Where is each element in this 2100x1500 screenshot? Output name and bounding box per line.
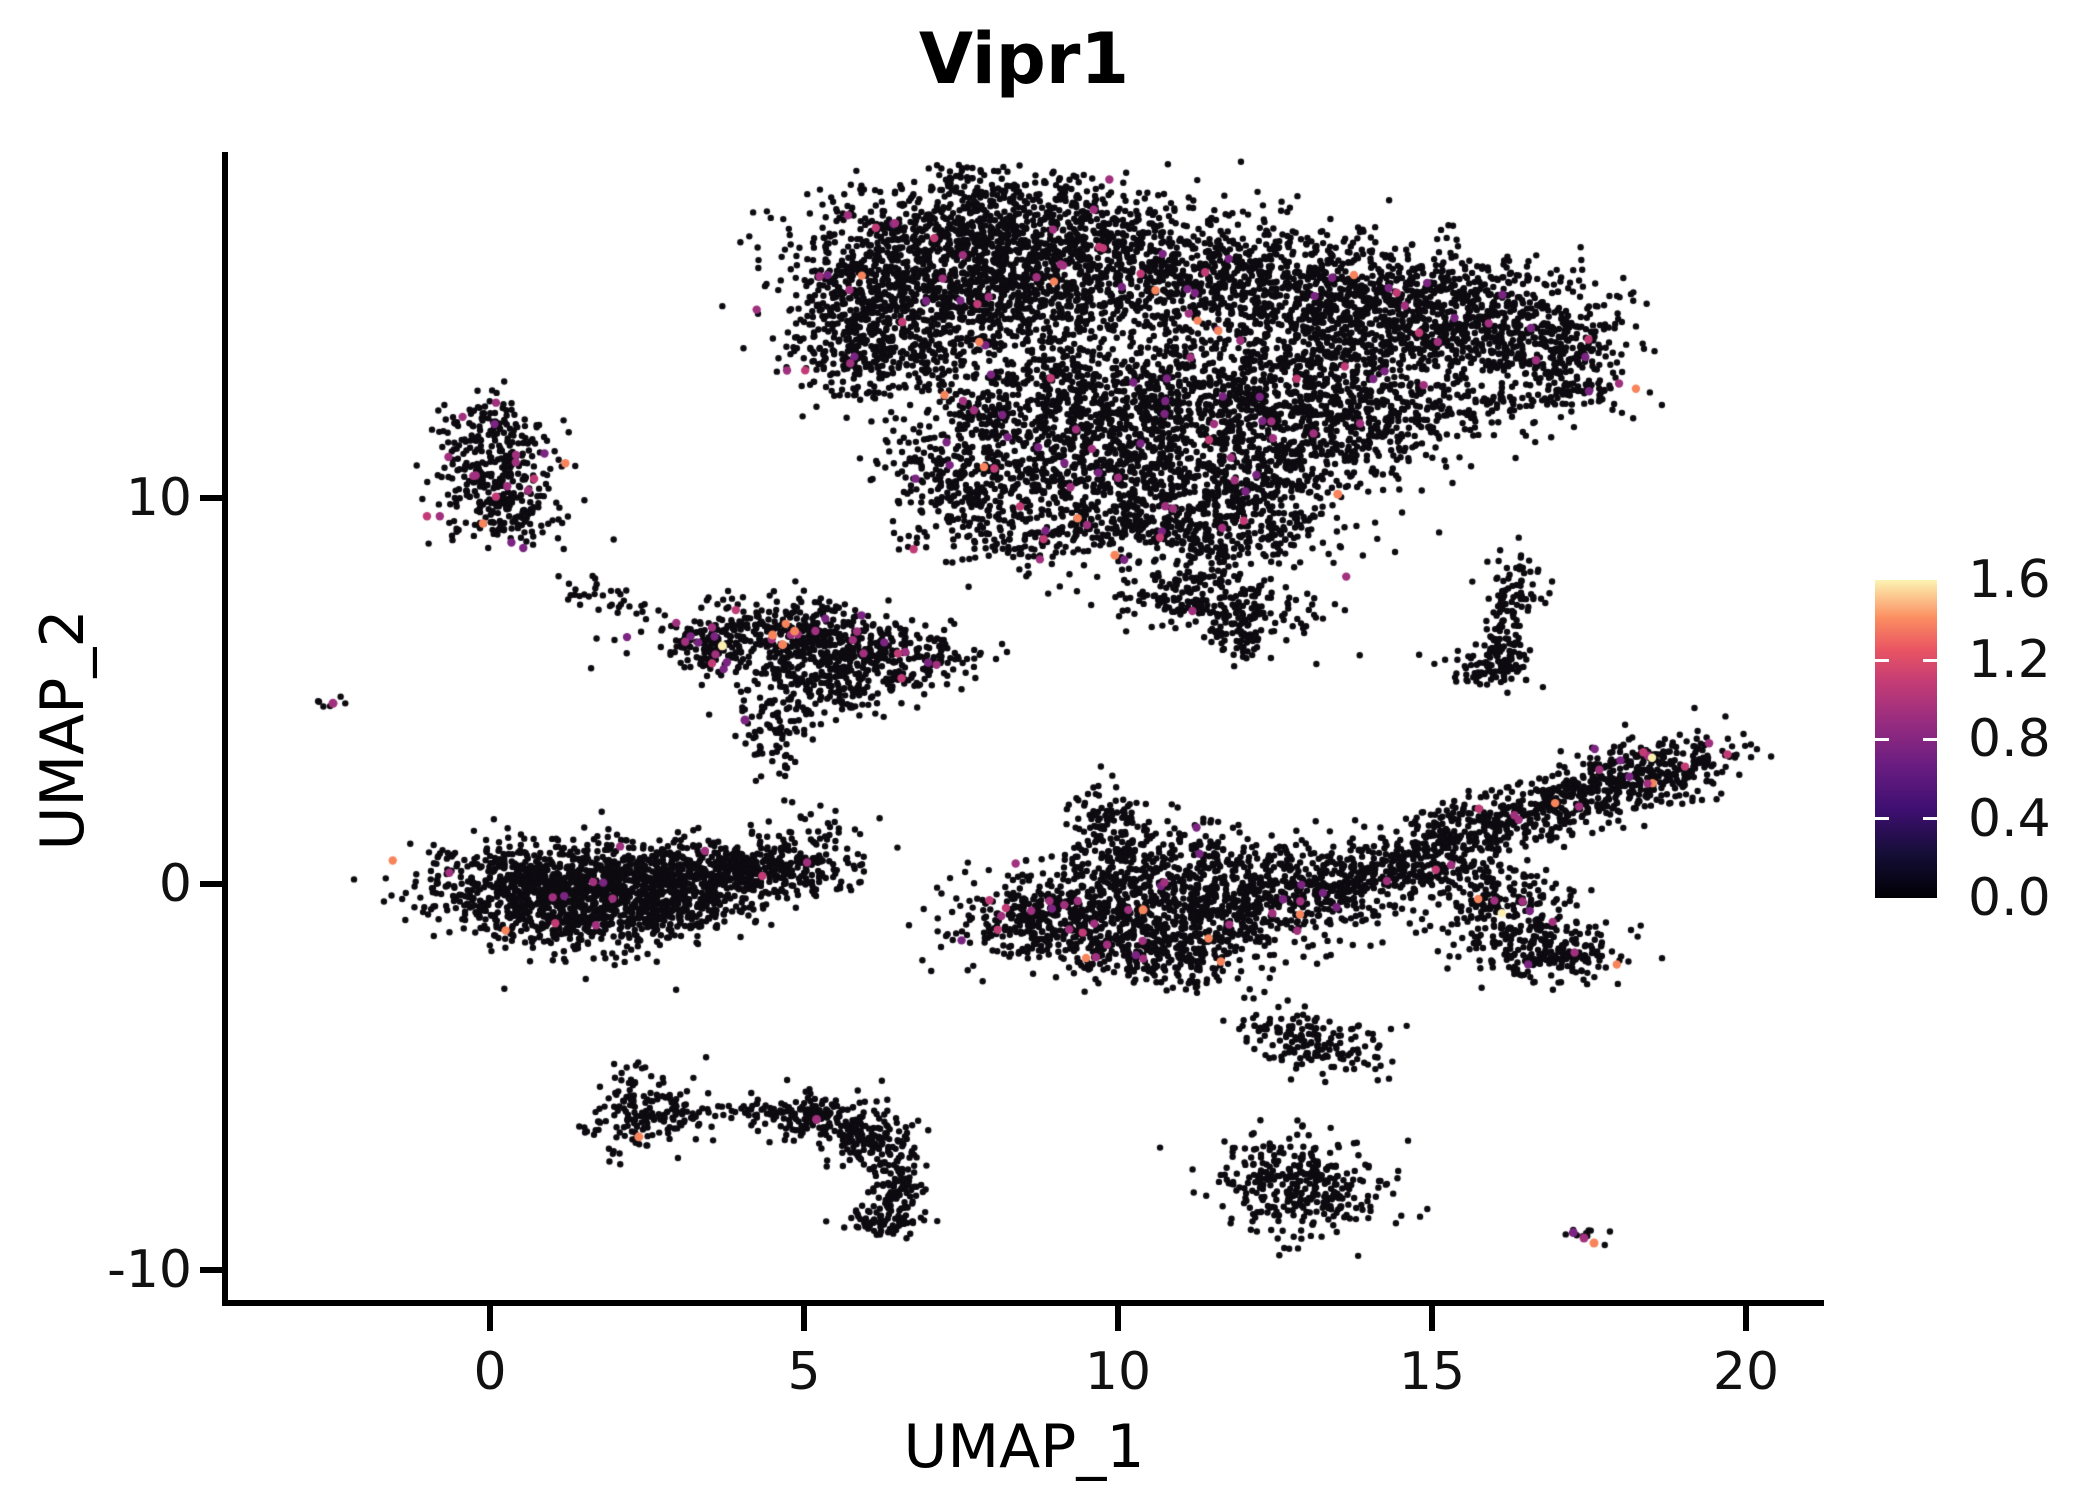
x-tick-label: 10 [1084, 1342, 1152, 1402]
plot-title: Vipr1 [918, 18, 1130, 100]
y-axis-title: UMAP_2 [28, 609, 98, 851]
colorbar-tick-label: 1.2 [1968, 630, 2051, 690]
x-tick-5 [801, 1306, 807, 1331]
colorbar-tick-label: 0.0 [1968, 868, 2051, 928]
x-axis-title: UMAP_1 [903, 1412, 1145, 1482]
colorbar-tick-notch [1923, 817, 1937, 820]
y-tick-label: 10 [125, 468, 192, 528]
x-tick-20 [1743, 1306, 1749, 1331]
colorbar-tick-label: 0.8 [1968, 709, 2051, 769]
y-axis-line [222, 152, 228, 1306]
colorbar-tick-notch [1875, 817, 1889, 820]
colorbar-tick-label: 0.4 [1968, 789, 2051, 849]
x-tick-label: 15 [1398, 1342, 1466, 1402]
colorbar-tick-notch [1875, 659, 1889, 662]
y-tick-minus10 [200, 1267, 225, 1273]
x-tick-10 [1115, 1306, 1121, 1331]
colorbar-tick-label: 1.6 [1968, 550, 2051, 610]
y-tick-label: 0 [158, 854, 192, 914]
x-tick-label: 0 [473, 1342, 507, 1402]
colorbar-tick-notch [1923, 659, 1937, 662]
colorbar-tick-notch [1875, 738, 1889, 741]
x-tick-0 [487, 1306, 493, 1331]
y-tick-label: -10 [107, 1240, 192, 1300]
x-axis-line [222, 1300, 1824, 1306]
y-tick-10 [200, 495, 225, 501]
x-tick-label: 5 [787, 1342, 821, 1402]
y-tick-0 [200, 881, 225, 887]
x-tick-label: 20 [1712, 1342, 1780, 1402]
x-tick-15 [1429, 1306, 1435, 1331]
colorbar-tick-notch [1923, 738, 1937, 741]
